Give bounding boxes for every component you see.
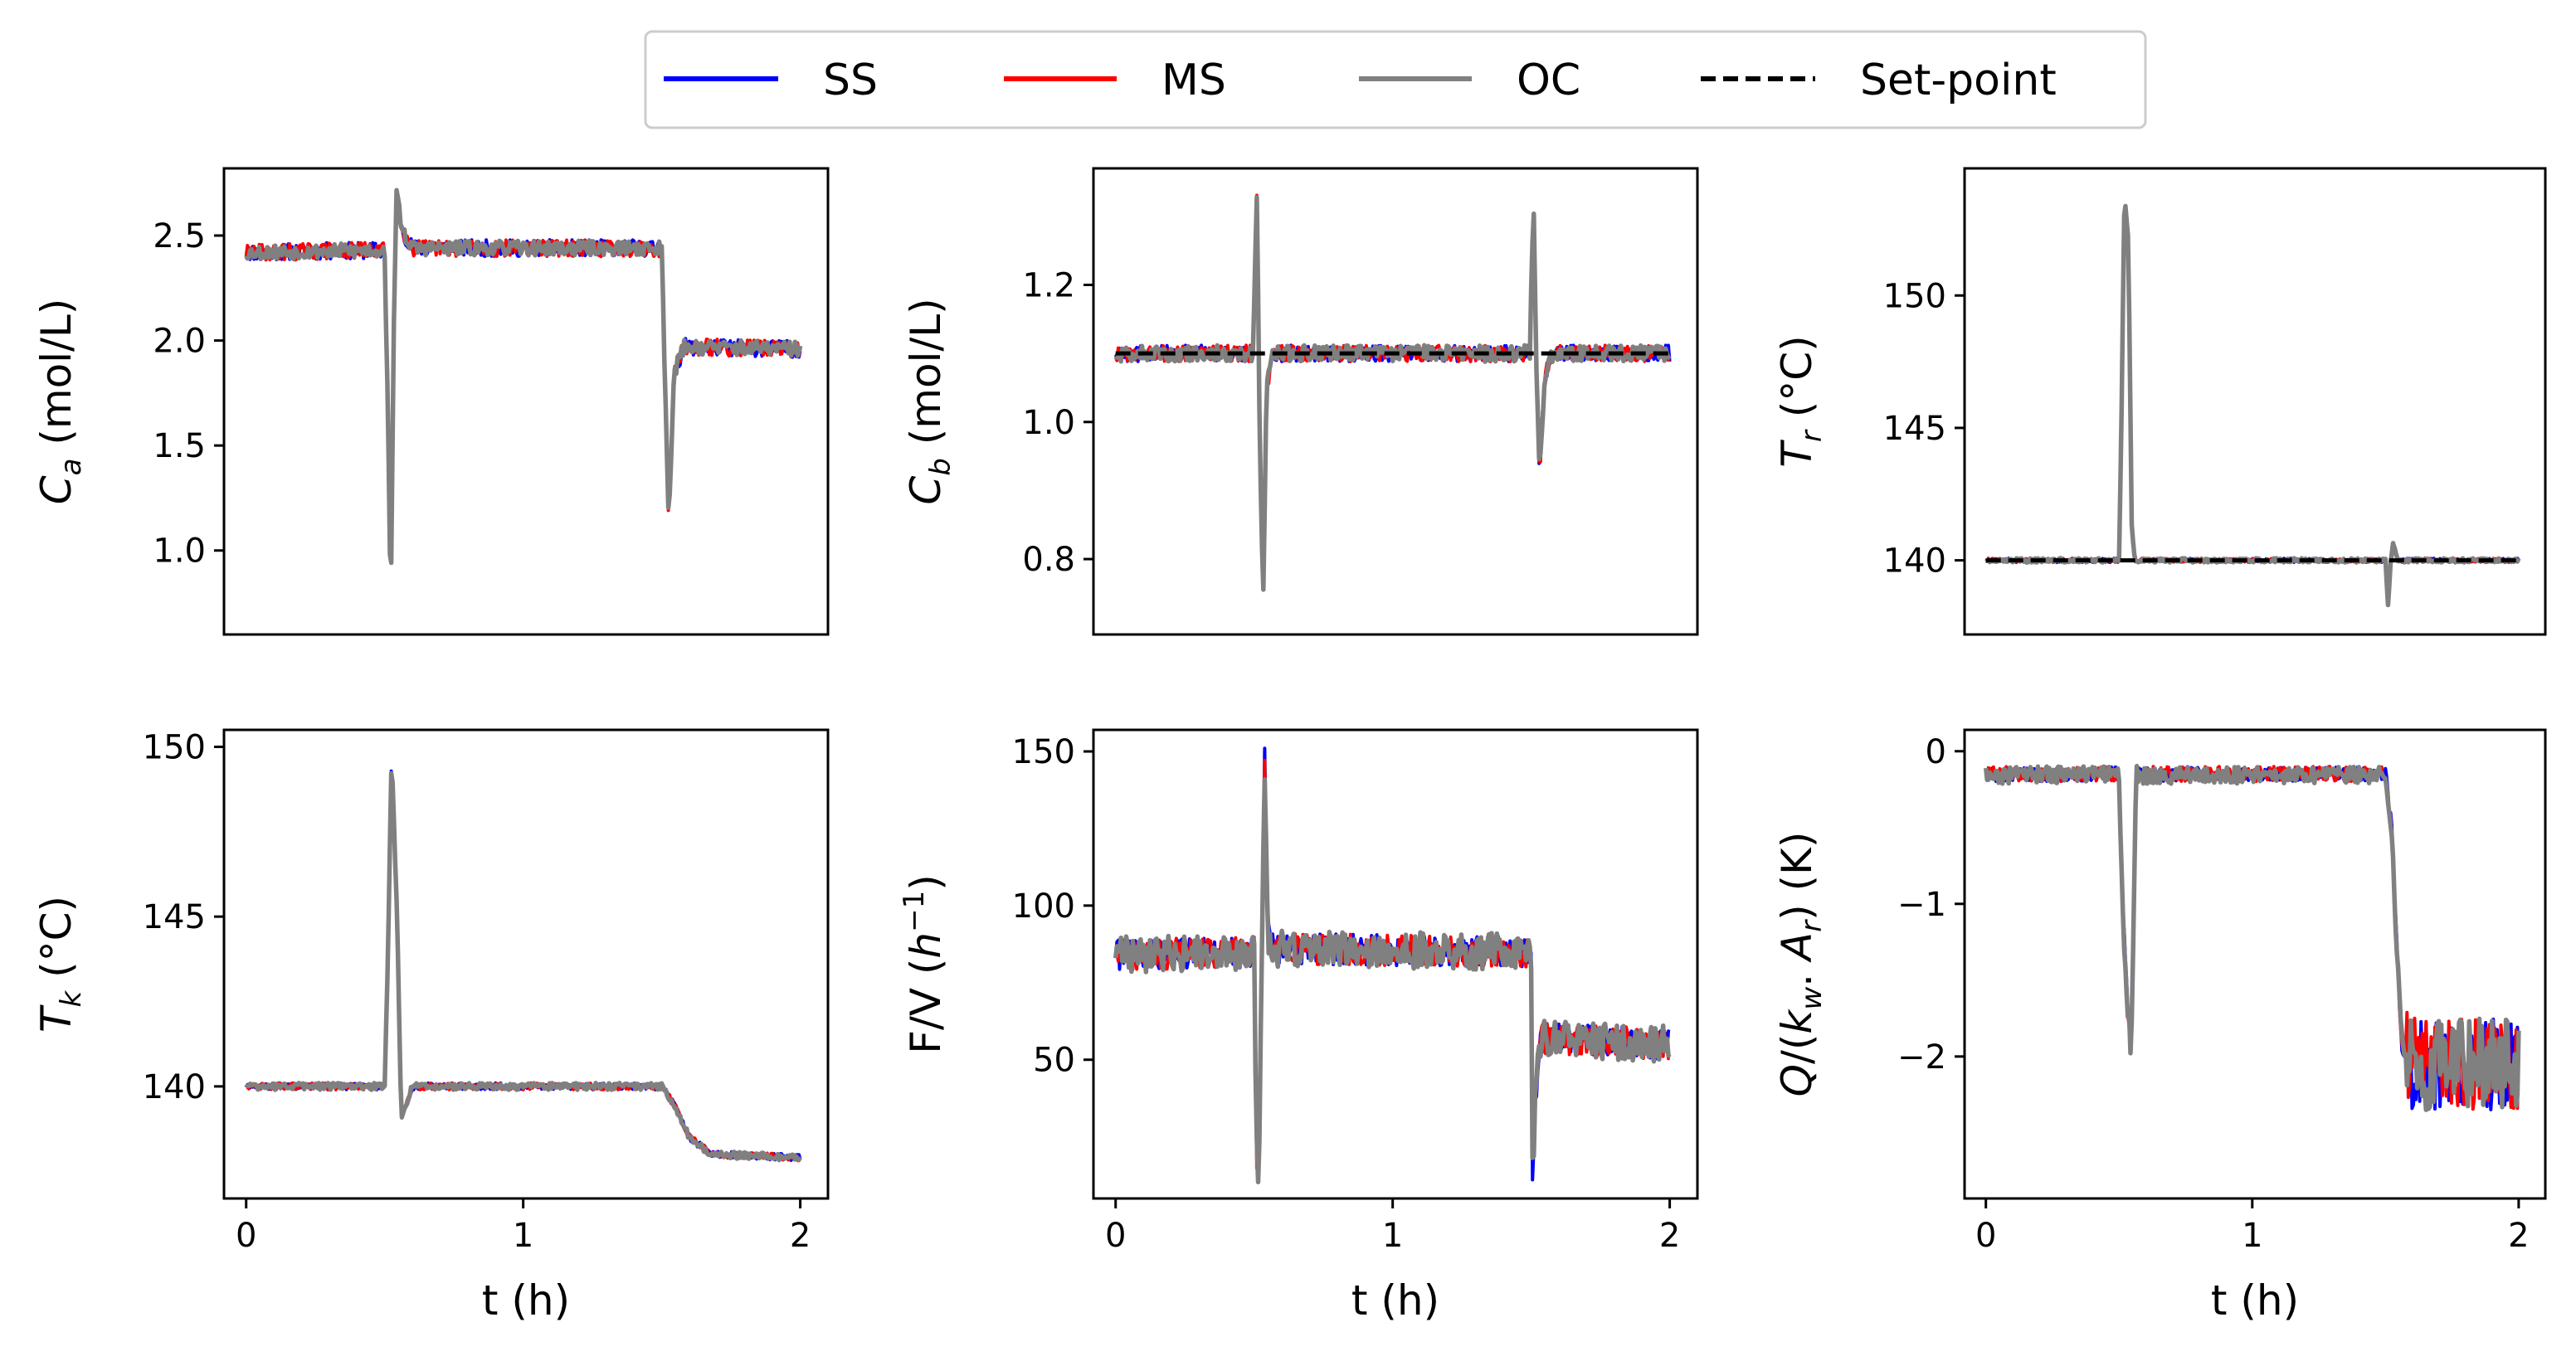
legend-setpoint-label: Set-point bbox=[1860, 56, 2057, 105]
ytick-label-cb: 0.8 bbox=[1022, 541, 1075, 579]
panel-tk: 140 145 150 0 1 2 t (h) Tk (°C) bbox=[32, 728, 830, 1325]
ylabel-tr: Tr (°C) bbox=[1773, 335, 1829, 467]
xlabel-fv: t (h) bbox=[1351, 1276, 1439, 1325]
axes-frame-ca bbox=[222, 167, 830, 636]
ytick-label-cb: 1.0 bbox=[1022, 404, 1075, 442]
axes-frame-fv bbox=[1092, 728, 1699, 1200]
legend-oc-label: OC bbox=[1517, 56, 1580, 105]
plot-area-tr bbox=[1984, 203, 2521, 608]
ytick-label-ca: 2.5 bbox=[153, 217, 206, 255]
ytick-label-ca: 1.5 bbox=[153, 427, 206, 465]
ytick-label-q: −2 bbox=[1897, 1038, 1946, 1077]
ylabel-ca: Ca (mol/L) bbox=[32, 299, 88, 505]
ytick-label-fv: 150 bbox=[1012, 733, 1075, 771]
series-ms-cb bbox=[1113, 193, 1671, 591]
ytick-label-tk: 150 bbox=[143, 728, 206, 766]
series-oc-cb bbox=[1114, 195, 1672, 592]
plot-area-cb bbox=[1113, 193, 1672, 592]
xtick-label-fv: 1 bbox=[1382, 1217, 1403, 1255]
xtick-label-q: 1 bbox=[2242, 1217, 2262, 1255]
panel-q: −2 −1 0 0 1 2 t (h) Q/(kw. Ar) (K) bbox=[1773, 728, 2547, 1325]
ytick-label-ca: 2.0 bbox=[153, 323, 206, 361]
xtick-label-tk: 1 bbox=[513, 1217, 533, 1255]
legend-ss-label: SS bbox=[823, 56, 878, 105]
ytick-label-q: −1 bbox=[1897, 886, 1946, 924]
ytick-label-fv: 100 bbox=[1012, 887, 1075, 926]
ytick-label-tr: 140 bbox=[1883, 542, 1946, 581]
ytick-label-tk: 145 bbox=[143, 898, 206, 936]
panel-fv: 50 100 150 0 1 2 t (h) F/V (h−1) bbox=[898, 728, 1699, 1325]
axes-frame-tk bbox=[222, 728, 830, 1200]
ytick-label-cb: 1.2 bbox=[1022, 267, 1075, 305]
series-ms-tk bbox=[246, 771, 802, 1163]
xtick-label-q: 0 bbox=[1975, 1217, 1996, 1255]
ylabel-tk: Tk (°C) bbox=[32, 896, 88, 1033]
plot-area-q bbox=[1983, 764, 2521, 1112]
series-ss-tk bbox=[244, 769, 802, 1162]
series-oc-q bbox=[1983, 764, 2521, 1112]
xtick-label-q: 2 bbox=[2508, 1217, 2529, 1255]
ytick-label-ca: 1.0 bbox=[153, 532, 206, 571]
axes-frame-cb bbox=[1092, 167, 1699, 636]
ytick-label-tr: 150 bbox=[1883, 277, 1946, 315]
xtick-label-tk: 2 bbox=[790, 1217, 811, 1255]
panel-cb: 0.8 1.0 1.2 Cb (mol/L) bbox=[902, 167, 1699, 636]
ytick-label-fv: 50 bbox=[1033, 1042, 1075, 1080]
series-ms-fv bbox=[1113, 758, 1670, 1170]
panel-tr: 140 145 150 Tr (°C) bbox=[1773, 167, 2547, 636]
ytick-label-tk: 140 bbox=[143, 1068, 206, 1106]
axes-frame-q bbox=[1963, 728, 2547, 1200]
ytick-label-tr: 145 bbox=[1883, 410, 1946, 448]
xtick-label-tk: 0 bbox=[236, 1217, 256, 1255]
xtick-label-fv: 0 bbox=[1105, 1217, 1126, 1255]
xlabel-q: t (h) bbox=[2211, 1276, 2299, 1325]
ytick-label-q: 0 bbox=[1926, 733, 1946, 771]
plot-area-ca bbox=[244, 187, 803, 566]
ylabel-cb: Cb (mol/L) bbox=[902, 298, 957, 504]
series-oc-tk bbox=[244, 771, 803, 1163]
series-oc-ca bbox=[244, 187, 803, 566]
series-ms-tr bbox=[1985, 204, 2520, 605]
series-ss-cb bbox=[1113, 200, 1672, 590]
series-ss-tr bbox=[1984, 207, 2520, 606]
axes-frame-tr bbox=[1963, 167, 2547, 636]
series-oc-fv bbox=[1113, 777, 1672, 1184]
ylabel-q: Q/(kw. Ar) (K) bbox=[1773, 832, 1829, 1097]
ylabel-fv: F/V (h−1) bbox=[898, 874, 950, 1054]
series-oc-tr bbox=[1984, 203, 2521, 608]
plot-area-fv bbox=[1113, 746, 1672, 1184]
xlabel-tk: t (h) bbox=[482, 1276, 570, 1325]
legend-ms-label: MS bbox=[1161, 56, 1226, 105]
legend: SS MS OC Set-point bbox=[644, 30, 2147, 129]
plot-area-tk bbox=[244, 769, 803, 1163]
xtick-label-fv: 2 bbox=[1659, 1217, 1680, 1255]
panel-ca: 1.0 1.5 2.0 2.5 Ca (mol/L) bbox=[32, 167, 830, 636]
